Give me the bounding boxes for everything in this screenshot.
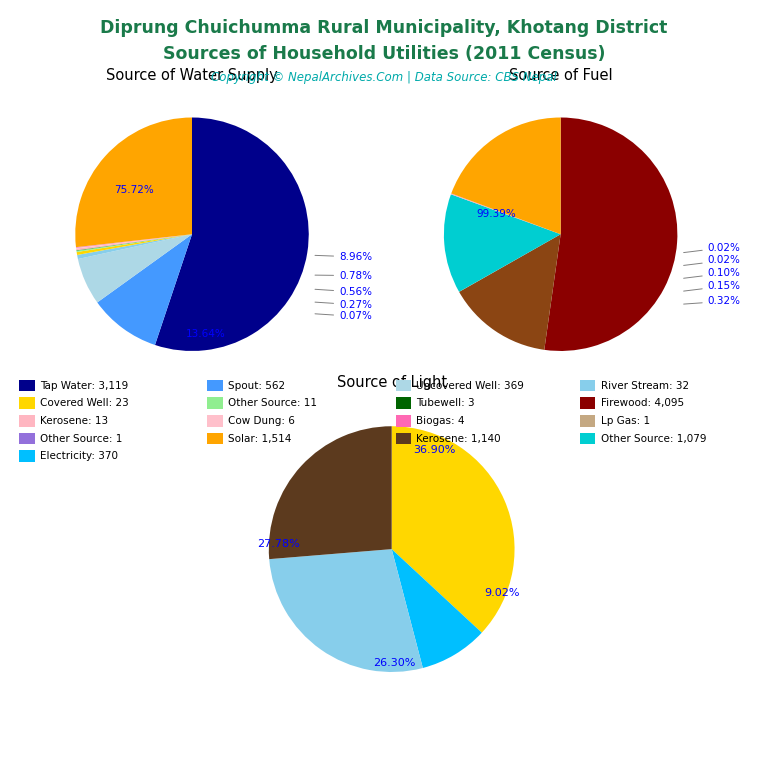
Text: Firewood: 4,095: Firewood: 4,095 bbox=[601, 398, 684, 409]
Text: 0.32%: 0.32% bbox=[684, 296, 740, 306]
Wedge shape bbox=[451, 194, 561, 234]
Wedge shape bbox=[77, 234, 192, 252]
Text: 0.07%: 0.07% bbox=[315, 312, 372, 322]
Wedge shape bbox=[269, 426, 392, 559]
Wedge shape bbox=[76, 234, 192, 249]
Wedge shape bbox=[270, 549, 423, 672]
Text: 13.64%: 13.64% bbox=[186, 329, 226, 339]
Text: Sources of Household Utilities (2011 Census): Sources of Household Utilities (2011 Cen… bbox=[163, 45, 605, 62]
Text: Diprung Chuichumma Rural Municipality, Khotang District: Diprung Chuichumma Rural Municipality, K… bbox=[101, 19, 667, 37]
Text: Other Source: 1: Other Source: 1 bbox=[40, 433, 122, 444]
Text: Other Source: 1,079: Other Source: 1,079 bbox=[601, 433, 706, 444]
Text: River Stream: 32: River Stream: 32 bbox=[601, 380, 689, 391]
Text: Cow Dung: 6: Cow Dung: 6 bbox=[228, 415, 295, 426]
Title: Source of Light: Source of Light bbox=[336, 376, 447, 390]
Text: 99.39%: 99.39% bbox=[477, 209, 516, 219]
Text: Uncovered Well: 369: Uncovered Well: 369 bbox=[416, 380, 524, 391]
Text: 0.10%: 0.10% bbox=[684, 268, 740, 278]
Text: 0.02%: 0.02% bbox=[684, 256, 740, 266]
Text: 0.02%: 0.02% bbox=[684, 243, 740, 253]
Text: Kerosene: 13: Kerosene: 13 bbox=[40, 415, 108, 426]
Wedge shape bbox=[98, 234, 192, 345]
Text: Solar: 1,514: Solar: 1,514 bbox=[228, 433, 292, 444]
Wedge shape bbox=[459, 234, 561, 349]
Wedge shape bbox=[76, 234, 192, 248]
Title: Source of Fuel: Source of Fuel bbox=[509, 68, 612, 83]
Wedge shape bbox=[76, 234, 192, 250]
Text: 27.78%: 27.78% bbox=[257, 538, 300, 548]
Title: Source of Water Supply: Source of Water Supply bbox=[106, 68, 278, 83]
Text: 0.78%: 0.78% bbox=[315, 270, 372, 280]
Text: Electricity: 370: Electricity: 370 bbox=[40, 451, 118, 462]
Wedge shape bbox=[452, 118, 561, 234]
Wedge shape bbox=[78, 234, 192, 303]
Wedge shape bbox=[77, 234, 192, 259]
Text: Lp Gas: 1: Lp Gas: 1 bbox=[601, 415, 650, 426]
Wedge shape bbox=[76, 234, 192, 250]
Wedge shape bbox=[392, 549, 482, 668]
Text: Spout: 562: Spout: 562 bbox=[228, 380, 285, 391]
Text: 9.02%: 9.02% bbox=[485, 588, 520, 598]
Text: 36.90%: 36.90% bbox=[413, 445, 456, 455]
Wedge shape bbox=[451, 194, 561, 234]
Text: Copyright © NepalArchives.Com | Data Source: CBS Nepal: Copyright © NepalArchives.Com | Data Sou… bbox=[211, 71, 557, 84]
Text: 0.56%: 0.56% bbox=[315, 287, 372, 297]
Wedge shape bbox=[392, 426, 515, 633]
Wedge shape bbox=[77, 234, 192, 255]
Text: Tubewell: 3: Tubewell: 3 bbox=[416, 398, 475, 409]
Wedge shape bbox=[459, 234, 561, 292]
Text: Kerosene: 1,140: Kerosene: 1,140 bbox=[416, 433, 501, 444]
Wedge shape bbox=[76, 234, 192, 247]
Text: Tap Water: 3,119: Tap Water: 3,119 bbox=[40, 380, 128, 391]
Text: 0.27%: 0.27% bbox=[315, 300, 372, 310]
Text: Biogas: 4: Biogas: 4 bbox=[416, 415, 465, 426]
Wedge shape bbox=[444, 194, 561, 292]
Wedge shape bbox=[545, 118, 677, 351]
Text: 8.96%: 8.96% bbox=[315, 252, 372, 262]
Wedge shape bbox=[155, 118, 309, 351]
Text: Covered Well: 23: Covered Well: 23 bbox=[40, 398, 129, 409]
Text: 26.30%: 26.30% bbox=[373, 658, 415, 668]
Wedge shape bbox=[75, 118, 192, 247]
Text: 75.72%: 75.72% bbox=[114, 185, 154, 195]
Text: Other Source: 11: Other Source: 11 bbox=[228, 398, 317, 409]
Text: 0.15%: 0.15% bbox=[684, 281, 740, 291]
